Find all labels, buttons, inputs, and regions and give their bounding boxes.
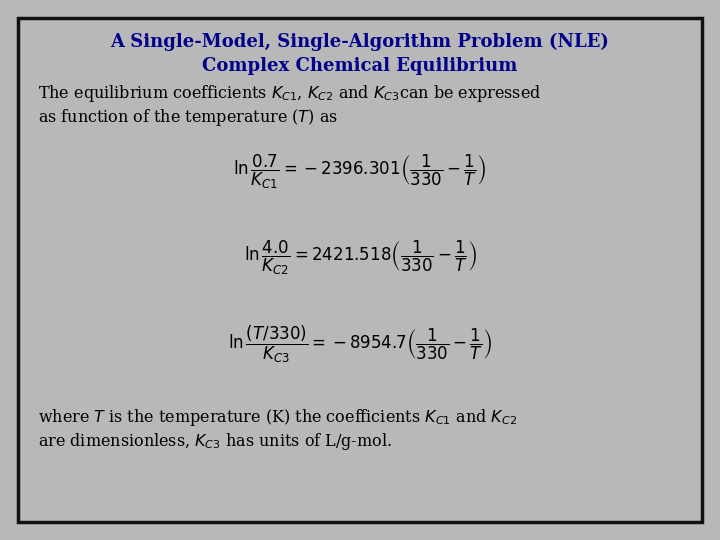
Text: $\ln\dfrac{(T/330)}{K_{C3}} = -8954.7\left(\dfrac{1}{330} - \dfrac{1}{T}\right)$: $\ln\dfrac{(T/330)}{K_{C3}} = -8954.7\le… bbox=[228, 323, 492, 364]
Text: The equilibrium coefficients $K_{C1}$, $K_{C2}$ and $K_{C3}$can be expressed: The equilibrium coefficients $K_{C1}$, $… bbox=[38, 84, 541, 105]
Text: $\ln\dfrac{0.7}{K_{C1}} = -2396.301\left(\dfrac{1}{330} - \dfrac{1}{T}\right)$: $\ln\dfrac{0.7}{K_{C1}} = -2396.301\left… bbox=[233, 153, 487, 191]
Text: A Single-Model, Single-Algorithm Problem (NLE): A Single-Model, Single-Algorithm Problem… bbox=[111, 33, 609, 51]
Text: as function of the temperature ($T$) as: as function of the temperature ($T$) as bbox=[38, 107, 338, 129]
Text: where $T$ is the temperature (K) the coefficients $K_{C1}$ and $K_{C2}$: where $T$ is the temperature (K) the coe… bbox=[38, 408, 517, 429]
Text: are dimensionless, $K_{C3}$ has units of L/g-mol.: are dimensionless, $K_{C3}$ has units of… bbox=[38, 431, 392, 453]
Text: $\ln\dfrac{4.0}{K_{C2}} = 2421.518\left(\dfrac{1}{330} - \dfrac{1}{T}\right)$: $\ln\dfrac{4.0}{K_{C2}} = 2421.518\left(… bbox=[243, 239, 477, 277]
FancyBboxPatch shape bbox=[18, 18, 702, 522]
Text: Complex Chemical Equilibrium: Complex Chemical Equilibrium bbox=[202, 57, 518, 75]
